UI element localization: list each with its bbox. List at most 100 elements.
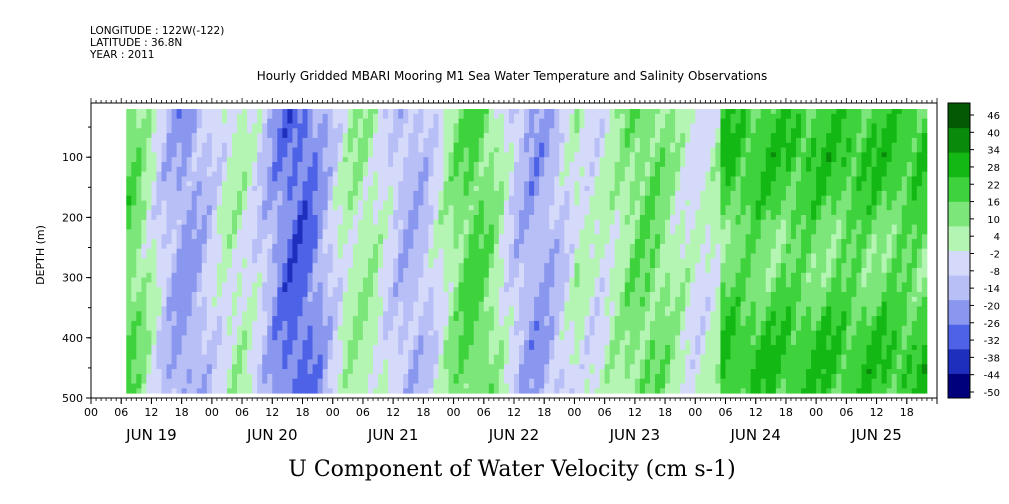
- heatmap-cell: [156, 142, 162, 148]
- heatmap-cell: [267, 147, 273, 153]
- heatmap-cell: [508, 210, 515, 216]
- heatmap-cell: [176, 277, 183, 283]
- heatmap-cell: [302, 349, 308, 356]
- heatmap-cell: [272, 359, 278, 365]
- heatmap-cell: [196, 142, 203, 148]
- heatmap-cell: [388, 354, 394, 360]
- heatmap-cell: [196, 210, 203, 216]
- heatmap-cell: [216, 147, 223, 153]
- heatmap-cell: [287, 354, 293, 360]
- heatmap-cell: [443, 234, 449, 240]
- heatmap-cell: [473, 282, 480, 288]
- heatmap-cell: [498, 243, 505, 250]
- heatmap-cell: [226, 258, 233, 264]
- heatmap-cell: [126, 349, 132, 356]
- heatmap-cell: [272, 229, 278, 235]
- heatmap-cell: [176, 258, 183, 264]
- heatmap-cell: [262, 263, 268, 269]
- heatmap-cell: [524, 200, 530, 206]
- heatmap-cell: [423, 320, 429, 327]
- heatmap-cell: [151, 364, 157, 370]
- heatmap-cell: [196, 388, 203, 394]
- heatmap-cell: [171, 186, 178, 192]
- heatmap-cell: [191, 133, 198, 139]
- heatmap-cell: [367, 186, 374, 192]
- heatmap-cell: [367, 369, 374, 375]
- heatmap-cell: [534, 364, 540, 370]
- heatmap-cell: [378, 369, 384, 375]
- heatmap-cell: [171, 320, 178, 327]
- heatmap-cell: [126, 176, 132, 182]
- heatmap-cell: [176, 345, 183, 351]
- heatmap-cell: [478, 137, 485, 144]
- heatmap-cell: [498, 248, 505, 254]
- heatmap-cell: [257, 234, 263, 240]
- heatmap-cell: [378, 243, 384, 250]
- heatmap-cell: [428, 243, 434, 250]
- heatmap-cell: [342, 263, 349, 269]
- heatmap-cell: [282, 123, 288, 129]
- heatmap-cell: [277, 152, 283, 158]
- heatmap-cell: [428, 388, 434, 394]
- heatmap-cell: [216, 224, 223, 230]
- heatmap-cell: [524, 229, 530, 235]
- heatmap-cell: [468, 239, 475, 245]
- heatmap-cell: [398, 128, 404, 134]
- heatmap-cell: [136, 195, 142, 201]
- heatmap-cell: [151, 200, 157, 206]
- heatmap-cell: [362, 253, 369, 259]
- heatmap-cell: [403, 133, 409, 139]
- heatmap-cell: [483, 335, 490, 341]
- heatmap-cell: [242, 152, 248, 158]
- heatmap-cell: [493, 258, 500, 264]
- heatmap-cell: [327, 378, 334, 384]
- heatmap-cell: [216, 234, 223, 240]
- heatmap-cell: [362, 210, 369, 216]
- heatmap-cell: [468, 109, 475, 115]
- heatmap-cell: [262, 248, 268, 254]
- heatmap-cell: [262, 359, 268, 365]
- heatmap-cell: [232, 162, 238, 168]
- heatmap-cell: [131, 359, 137, 365]
- heatmap-cell: [433, 133, 439, 139]
- heatmap-cell: [171, 287, 178, 293]
- heatmap-cell: [221, 157, 228, 163]
- heatmap-cell: [378, 320, 384, 327]
- heatmap-cell: [327, 137, 334, 144]
- heatmap-cell: [468, 296, 475, 303]
- heatmap-cell: [156, 171, 162, 177]
- heatmap-cell: [277, 378, 283, 384]
- heatmap-cell: [453, 166, 460, 173]
- heatmap-cell: [327, 272, 334, 278]
- heatmap-cell: [433, 388, 439, 394]
- heatmap-cell: [272, 301, 278, 307]
- heatmap-cell: [539, 190, 545, 197]
- heatmap-cell: [242, 171, 248, 177]
- heatmap-cell: [327, 287, 334, 293]
- heatmap-cell: [488, 277, 495, 283]
- heatmap-cell: [141, 239, 147, 245]
- heatmap-cell: [332, 195, 339, 201]
- heatmap-cell: [277, 292, 283, 298]
- heatmap-cell: [156, 325, 162, 331]
- heatmap-cell: [156, 277, 162, 283]
- heatmap-cell: [312, 267, 319, 274]
- heatmap-cell: [393, 133, 399, 139]
- heatmap-cell: [332, 157, 339, 163]
- heatmap-cell: [438, 335, 444, 341]
- heatmap-cell: [438, 229, 444, 235]
- heatmap-cell: [428, 234, 434, 240]
- heatmap-cell: [317, 123, 324, 129]
- heatmap-cell: [196, 320, 203, 327]
- heatmap-cell: [393, 181, 399, 187]
- heatmap-cell: [534, 320, 540, 327]
- heatmap-cell: [463, 137, 470, 144]
- heatmap-cell: [262, 330, 268, 336]
- heatmap-cell: [453, 214, 460, 221]
- heatmap-cell: [277, 345, 283, 351]
- heatmap-cell: [478, 354, 485, 360]
- heatmap-cell: [272, 186, 278, 192]
- heatmap-cell: [131, 263, 137, 269]
- heatmap-cell: [267, 171, 273, 177]
- heatmap-cell: [383, 248, 389, 254]
